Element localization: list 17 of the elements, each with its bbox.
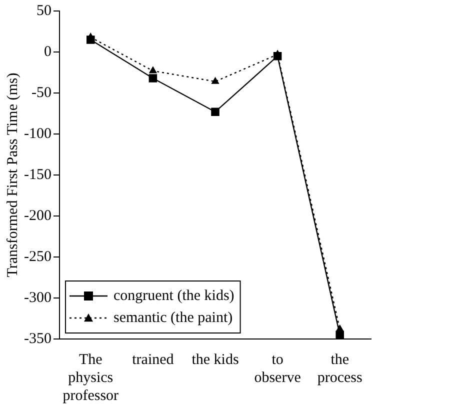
legend-label: congruent (the kids) [113,288,234,304]
y-tick-label: 50 [36,2,52,19]
x-tick-label: to observe [254,352,302,386]
y-tick-label: -150 [24,166,52,183]
x-tick-label: the process [317,352,362,386]
x-tick-label: the kids [192,352,239,368]
y-axis-title: Transformed First Pass Time (ms) [4,72,21,278]
x-tick-label: The physics professor [62,352,119,404]
legend-label: semantic (the paint) [113,310,233,326]
y-tick-label: -100 [24,126,52,142]
y-tick-label: -50 [31,84,52,101]
y-tick-label: 0 [44,44,52,60]
y-tick-label: -350 [24,330,52,347]
y-tick-label: -200 [24,208,52,224]
y-tick-label: -250 [24,248,52,265]
y-tick-label: -300 [24,290,52,306]
x-tick-label: trained [132,352,174,368]
